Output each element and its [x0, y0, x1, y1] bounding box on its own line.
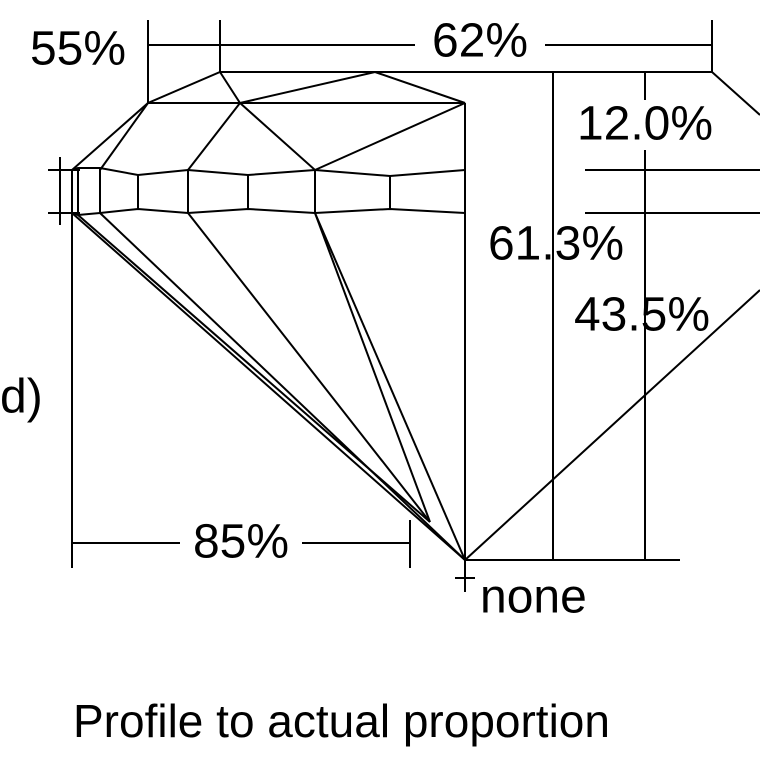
pavilion-depth-label: 43.5%	[574, 289, 710, 342]
diamond-outline	[71, 70, 760, 562]
total-depth-label: 61.3%	[488, 218, 624, 271]
pavilion-width-label: 85%	[193, 516, 289, 569]
caption: Profile to actual proportion	[73, 695, 610, 747]
table-label: 62%	[432, 15, 528, 68]
crown-angle-label: 55%	[30, 23, 126, 76]
culet-label: none	[480, 571, 587, 624]
crown-height-label: 12.0%	[577, 98, 713, 151]
dimension-lines	[48, 20, 760, 592]
fragment-label: d)	[0, 371, 43, 424]
